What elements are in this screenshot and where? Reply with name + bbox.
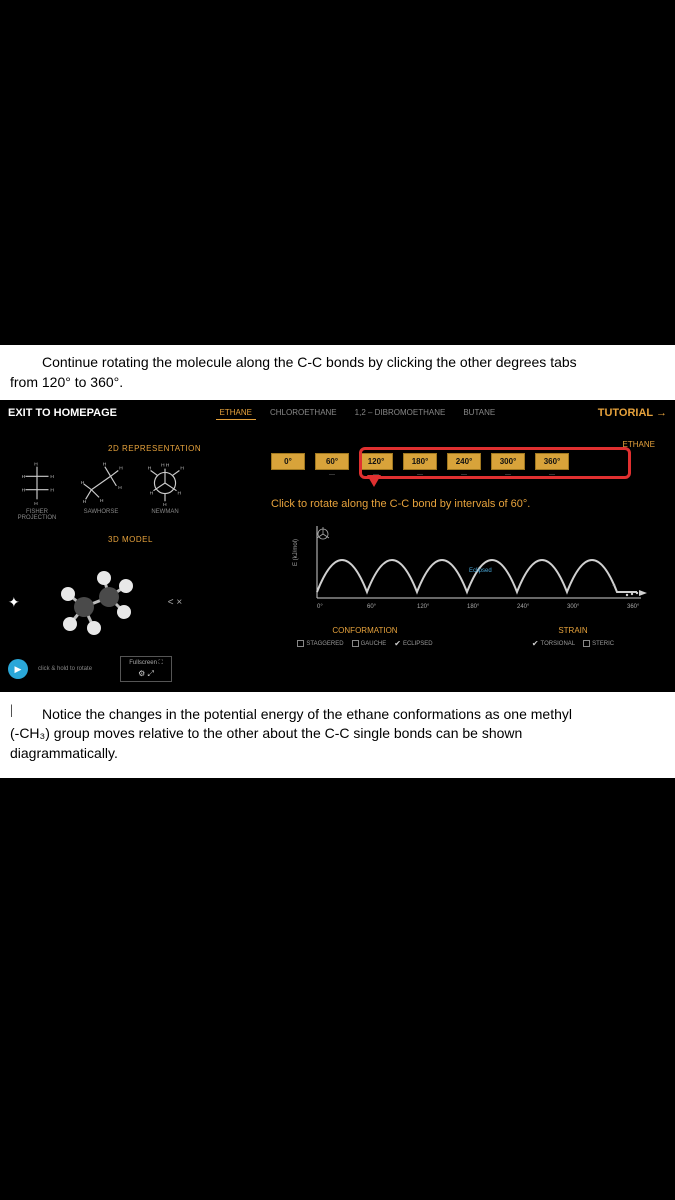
svg-text:H: H <box>22 474 26 480</box>
rep-label-sawhorse: SAWHORSE <box>72 509 130 521</box>
molecule-name: ETHANE <box>271 440 667 449</box>
instruction-top: Continue rotating the molecule along the… <box>0 345 675 400</box>
graph-ylabel: E (kJ/mol) <box>293 539 299 566</box>
representations-row: H H H H H H <box>8 459 263 507</box>
instruction-top-line1: Continue rotating the molecule along the… <box>10 353 665 373</box>
svg-text:H: H <box>103 462 107 468</box>
strain-header: STRAIN <box>479 626 667 635</box>
rep-fisher[interactable]: H H H H H H <box>8 459 66 507</box>
tab-chloroethane[interactable]: CHLOROETHANE <box>266 406 341 420</box>
svg-text:H: H <box>50 474 54 480</box>
svg-text:H: H <box>148 466 152 472</box>
angle-sub-2: — <box>359 472 393 478</box>
svg-text:H: H <box>119 466 123 472</box>
svg-text:H: H <box>118 485 122 491</box>
angle-btn-240[interactable]: 240° <box>447 453 481 470</box>
rep-labels: FISHER PROJECTION SAWHORSE NEWMAN <box>8 509 263 521</box>
svg-text:H: H <box>180 466 184 472</box>
svg-text:120°: 120° <box>417 604 430 610</box>
play-button[interactable]: ▶ <box>8 659 28 679</box>
svg-text:H: H <box>83 499 87 505</box>
left-panel: 2D REPRESENTATION H H H <box>8 430 263 682</box>
tab-dibromoethane[interactable]: 1,2 – DIBROMOETHANE <box>351 406 450 420</box>
svg-text:0°: 0° <box>317 604 323 610</box>
svg-text:300°: 300° <box>567 604 580 610</box>
conformation-col: CONFORMATION STAGGERED GAUCHE ✔ECLIPSED <box>271 626 459 648</box>
svg-text:180°: 180° <box>467 604 480 610</box>
cb-gauche[interactable]: GAUCHE <box>352 640 387 647</box>
angle-sublabels: — — — — — — <box>271 472 667 478</box>
fullscreen-icons: ⚙ ⤢ <box>138 669 154 679</box>
cb-eclipsed[interactable]: ✔ECLIPSED <box>394 639 432 648</box>
svg-text:H: H <box>34 462 38 468</box>
black-space-top <box>0 0 675 345</box>
angle-sub-6: — <box>535 472 569 478</box>
tab-butane[interactable]: BUTANE <box>459 406 499 420</box>
model-3d[interactable] <box>34 552 154 652</box>
rotate-instruction: Click to rotate along the C-C bond by in… <box>271 498 667 510</box>
angle-sub-1: — <box>315 472 349 478</box>
graph-marker-label: Eclipsed <box>469 568 492 574</box>
right-panel: ETHANE 0° 60° 120° 180° 240° 300° 360° —… <box>271 430 667 682</box>
rep-label-newman: NEWMAN <box>136 509 194 521</box>
energy-graph: E (kJ/mol) 0° 60° 120° 180° 240° <box>271 516 667 616</box>
angle-sub-5: — <box>491 472 525 478</box>
rep-sawhorse[interactable]: H H H H H H <box>72 459 130 507</box>
angle-btn-360[interactable]: 360° <box>535 453 569 470</box>
sparkle-icon: ✦ <box>8 594 20 611</box>
svg-text:240°: 240° <box>517 604 530 610</box>
svg-text:H: H <box>177 491 181 497</box>
instruction-bottom-line2: (-CH₃) group moves relative to the other… <box>10 724 665 744</box>
graph-xlabel: → <box>611 582 617 588</box>
svg-text:H: H <box>150 491 154 497</box>
exit-link[interactable]: EXIT TO HOMEPAGE <box>8 407 117 419</box>
svg-text:H: H <box>50 488 54 494</box>
svg-text:H H: H H <box>161 463 170 469</box>
angle-sub-3: — <box>403 472 437 478</box>
angle-sub-0 <box>271 472 305 478</box>
cb-staggered[interactable]: STAGGERED <box>297 640 343 647</box>
rotate-hint: click & hold to rotate <box>38 666 92 673</box>
molecule-tabs: ETHANE CHLOROETHANE 1,2 – DIBROMOETHANE … <box>216 406 500 420</box>
angle-btn-300[interactable]: 300° <box>491 453 525 470</box>
black-space-bottom <box>0 778 675 1200</box>
cb-steric[interactable]: STERIC <box>583 640 614 647</box>
angle-sub-4: — <box>447 472 481 478</box>
tutorial-link[interactable]: TUTORIAL → <box>598 407 667 419</box>
angle-btn-180[interactable]: 180° <box>403 453 437 470</box>
svg-text:60°: 60° <box>367 604 377 610</box>
svg-text:H: H <box>22 488 26 494</box>
angle-btn-120[interactable]: 120° <box>359 453 393 470</box>
instruction-bottom-line1: Notice the changes in the potential ener… <box>10 705 665 725</box>
section-2d-title: 2D REPRESENTATION <box>108 444 263 453</box>
cb-torsional[interactable]: ✔TORSIONAL <box>532 639 575 648</box>
section-3d-title: 3D MODEL <box>108 535 263 544</box>
text-cursor: | <box>10 703 13 718</box>
strain-col: STRAIN ✔TORSIONAL STERIC <box>479 626 667 648</box>
svg-text:H: H <box>34 501 38 507</box>
tab-ethane[interactable]: ETHANE <box>216 406 256 420</box>
angle-btn-0[interactable]: 0° <box>271 453 305 470</box>
app-topbar: EXIT TO HOMEPAGE ETHANE CHLOROETHANE 1,2… <box>0 400 675 426</box>
svg-text:H: H <box>163 502 167 507</box>
fullscreen-box[interactable]: Fullscreen ⛶ ⚙ ⤢ <box>120 656 172 682</box>
model-controls[interactable]: < × <box>168 597 182 608</box>
conformation-header: CONFORMATION <box>271 626 459 635</box>
instruction-bottom: | Notice the changes in the potential en… <box>0 692 675 777</box>
bottom-options: CONFORMATION STAGGERED GAUCHE ✔ECLIPSED … <box>271 626 667 648</box>
fullscreen-label: Fullscreen ⛶ <box>129 660 163 667</box>
svg-text:360°: 360° <box>627 604 640 610</box>
app-screenshot: EXIT TO HOMEPAGE ETHANE CHLOROETHANE 1,2… <box>0 400 675 692</box>
rep-newman[interactable]: H H H H H H H <box>136 459 194 507</box>
svg-text:H: H <box>81 480 85 486</box>
instruction-top-line2: from 120° to 360°. <box>10 373 665 393</box>
svg-text:H: H <box>100 498 104 504</box>
instruction-bottom-line3: diagrammatically. <box>10 744 665 764</box>
rep-label-fisher: FISHER PROJECTION <box>8 509 66 521</box>
angle-btn-60[interactable]: 60° <box>315 453 349 470</box>
angle-buttons-row: 0° 60° 120° 180° 240° 300° 360° <box>271 453 667 470</box>
